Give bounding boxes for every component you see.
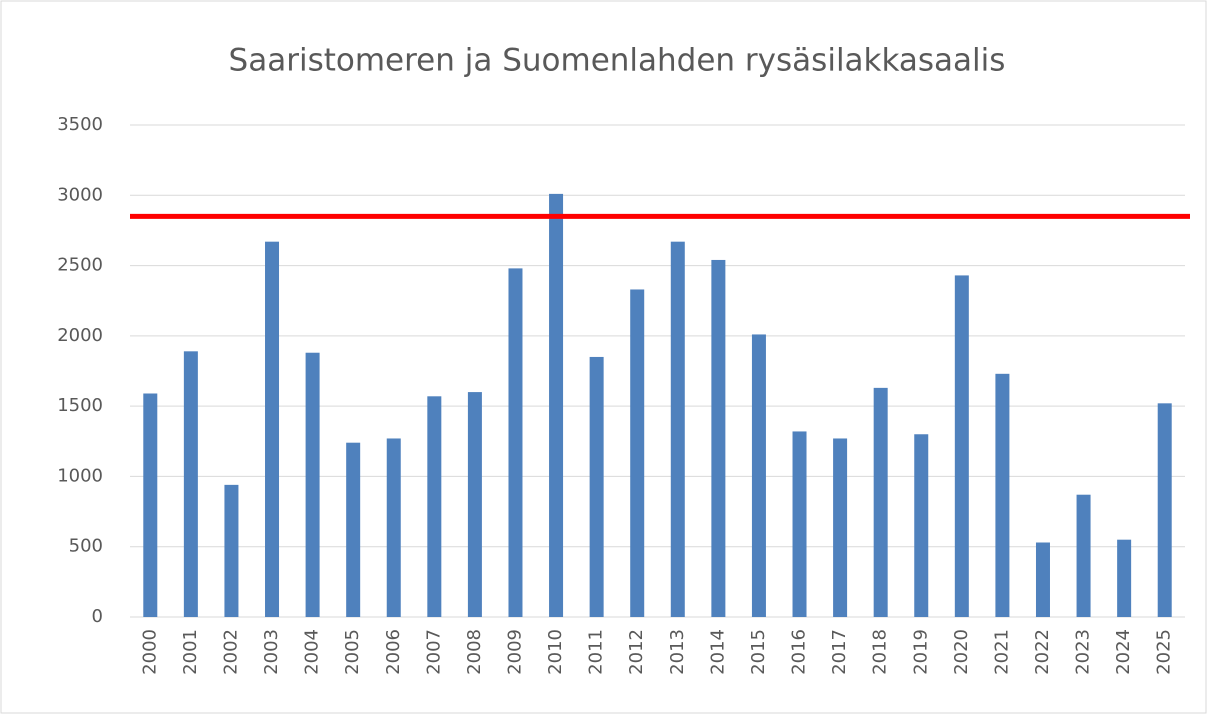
x-tick-label: 2018 [870,629,891,675]
bar [954,275,969,617]
x-tick-label: 2014 [707,629,728,675]
x-tick-label: 2015 [748,629,769,675]
y-tick-label: 1000 [57,465,103,486]
bar [1035,542,1050,617]
y-tick-label: 0 [92,606,103,627]
y-tick-label: 500 [69,536,103,557]
bar [305,352,320,617]
x-tick-label: 2002 [220,629,241,675]
bar [914,434,929,617]
x-tick-label: 2001 [180,629,201,675]
bar [508,268,523,617]
x-tick-label: 2003 [261,629,282,675]
y-tick-label: 3000 [57,184,103,205]
x-tick-label: 2021 [991,629,1012,675]
x-tick-label: 2007 [423,629,444,675]
bar [1076,494,1091,617]
bar [630,289,645,617]
bar [589,356,604,617]
bar [751,334,766,617]
x-tick-label: 2004 [302,629,323,675]
bar [792,431,807,617]
bar [467,392,482,617]
y-tick-label: 2500 [57,255,103,276]
x-tick-label: 2012 [626,629,647,675]
x-tick-label: 2023 [1073,629,1094,675]
x-tick-label: 2013 [667,629,688,675]
x-tick-label: 2006 [383,629,404,675]
x-tick-label: 2017 [829,629,850,675]
x-tick-label: 2016 [789,629,810,675]
bar [995,373,1010,617]
x-tick-label: 2020 [951,629,972,675]
y-tick-label: 3500 [57,114,103,135]
bar [1157,403,1172,617]
x-tick-label: 2011 [586,629,607,675]
bar [427,396,442,617]
bar [873,387,888,617]
bar [549,193,564,617]
x-tick-label: 2009 [504,629,525,675]
y-tick-label: 2000 [57,325,103,346]
x-tick-label: 2019 [910,629,931,675]
bar [833,438,848,617]
bar [1117,539,1132,617]
x-tick-label: 2000 [139,629,160,675]
x-tick-label: 2024 [1113,629,1134,675]
x-tick-label: 2005 [342,629,363,675]
chart-title: Saaristomeren ja Suomenlahden rysäsilakk… [229,43,1006,79]
x-tick-label: 2010 [545,629,566,675]
bar [265,241,280,617]
bar [143,393,158,617]
bar [183,351,198,617]
y-tick-label: 1500 [57,395,103,416]
bar [224,484,239,617]
bar [346,442,361,617]
x-tick-label: 2022 [1032,629,1053,675]
bar [711,259,726,617]
x-tick-label: 2025 [1154,629,1175,675]
bar [386,438,401,617]
bar [670,241,685,617]
x-tick-label: 2008 [464,629,485,675]
